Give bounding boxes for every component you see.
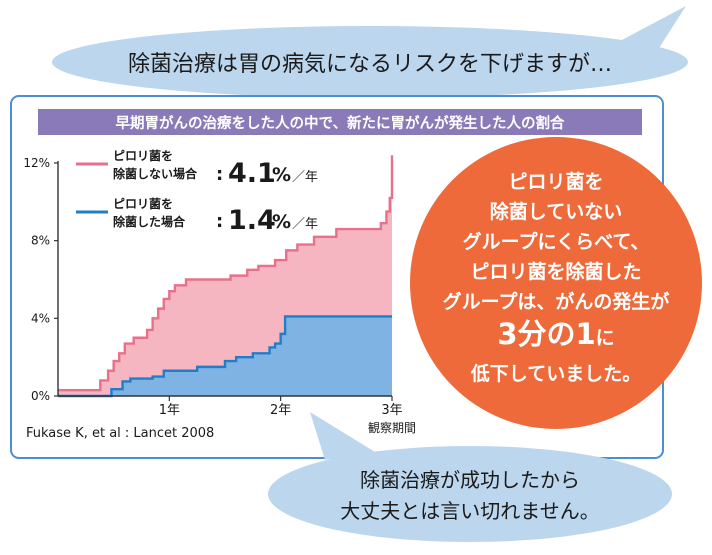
legend-per-eradicated: ／年 xyxy=(292,217,318,232)
x-tick-label: 1年 xyxy=(159,403,180,418)
legend-unit-eradicated: % xyxy=(272,211,291,233)
bottom-bubble-tail xyxy=(310,412,375,460)
y-tick-label: 12% xyxy=(23,156,50,170)
top-speech-bubble: 除菌治療は胃の病気になるリスクを下げますが… xyxy=(52,6,688,98)
legend-colon-eradicated: : xyxy=(216,211,223,232)
legend-label-eradicated-line1: ピロリ菌を xyxy=(113,196,173,211)
legend-item-eradicated: ピロリ菌を 除菌した場合 : 1.4 % ／年 xyxy=(76,196,318,236)
y-tick-label: 8% xyxy=(31,234,50,248)
legend-label-not-eradicated-line2: 除菌しない場合 xyxy=(113,166,198,181)
chart-header-band xyxy=(38,109,642,135)
legend-rate-eradicated: 1.4 xyxy=(228,205,276,236)
citation-text: Fukase K, et al : Lancet 2008 xyxy=(26,426,214,441)
legend-label-eradicated-line2: 除菌した場合 xyxy=(113,214,186,229)
top-bubble-text: 除菌治療は胃の病気になるリスクを下げますが… xyxy=(128,52,612,77)
legend-colon-not-eradicated: : xyxy=(216,164,223,185)
x-tick-label: 3年 xyxy=(381,403,402,418)
x-axis-label: 観察期間 xyxy=(368,421,416,435)
circle-line-1: ピロリ菌を xyxy=(508,170,603,193)
legend-unit-not-eradicated: % xyxy=(272,164,291,186)
summary-circle: ピロリ菌を 除菌していない グループにくらべて、 ピロリ菌を除菌した グループは… xyxy=(410,137,702,429)
circle-emphasis-suffix: に xyxy=(596,327,615,349)
summary-circle-bg xyxy=(410,137,702,429)
line-eradicated xyxy=(58,315,392,398)
bottom-speech-bubble: 除菌治療が成功したから 大丈夫とは言い切れません。 xyxy=(268,412,672,542)
legend-label-not-eradicated-line1: ピロリ菌を xyxy=(113,148,173,163)
legend-item-not-eradicated: ピロリ菌を 除菌しない場合 : 4.1 % ／年 xyxy=(76,148,318,189)
circle-line-2: 除菌していない xyxy=(490,200,622,223)
area-eradicated xyxy=(58,316,392,396)
y-tick-label: 0% xyxy=(31,389,50,403)
bottom-bubble-line-1: 除菌治療が成功したから xyxy=(360,468,580,492)
legend-rate-not-eradicated: 4.1 xyxy=(228,158,276,189)
circle-line-last: 低下していました。 xyxy=(470,362,641,385)
x-tick-label: 2年 xyxy=(270,403,291,418)
circle-line-5: グループは、がんの発生が xyxy=(443,290,670,313)
circle-line-4: ピロリ菌を除菌した xyxy=(470,260,641,283)
y-tick-label: 4% xyxy=(31,311,50,325)
chart-legend: ピロリ菌を 除菌しない場合 : 4.1 % ／年 ピロリ菌を 除菌した場合 : … xyxy=(76,148,318,236)
bottom-bubble-body xyxy=(268,446,672,542)
circle-emphasis-main: 3分の1 xyxy=(497,317,595,351)
circle-emphasis: 3分の1に xyxy=(497,317,614,351)
legend-per-not-eradicated: ／年 xyxy=(292,170,318,185)
top-bubble-body xyxy=(52,26,688,98)
chart-title: 早期胃がんの治療をした人の中で、新たに胃がんが発生した人の割合 xyxy=(116,114,565,132)
line-not-eradicated xyxy=(58,155,394,392)
bottom-bubble-line-2: 大丈夫とは言い切れません。 xyxy=(340,499,599,523)
circle-line-3: グループにくらべて、 xyxy=(463,230,650,253)
